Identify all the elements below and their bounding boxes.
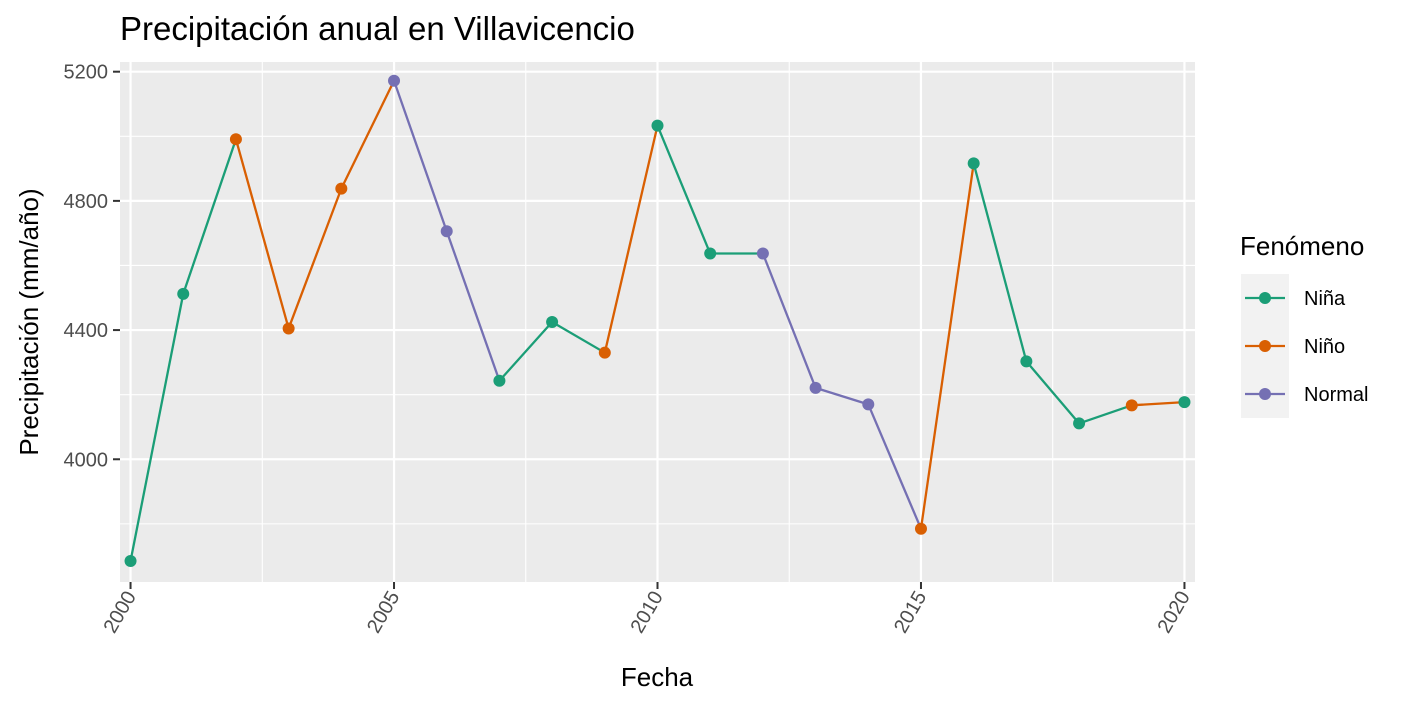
series-segment [1077,404,1133,425]
legend: Fenómeno Niña Niño Normal [1240,231,1368,418]
series-segment [445,230,501,382]
data-point [124,555,137,568]
series-segment [761,252,817,390]
legend-key-point [1259,340,1271,352]
x-tick-label: 2015 [890,588,931,638]
legend-key-point [1259,388,1271,400]
data-point [546,316,559,328]
series-segment [919,162,975,530]
grid [120,62,1195,582]
y-tick-label: 5200 [64,62,109,84]
x-tick-label: 2020 [1153,588,1194,638]
y-tick-label: 4400 [64,320,109,342]
series-segment [234,138,290,330]
series-segment [603,124,659,354]
data-point [1178,396,1191,409]
data-point [1125,399,1138,412]
data-point [335,182,348,195]
data-point [914,522,927,535]
data-point [493,374,506,387]
data-point [809,381,822,394]
series-segment [340,79,396,190]
x-tick-label: 2000 [100,588,141,638]
chart-title: Precipitación anual en Villavicencio [120,10,635,47]
data-point [229,133,242,146]
y-axis: 4000 4400 4800 5200 [64,62,120,471]
series-segment [1025,360,1081,425]
y-axis-title: Precipitación (mm/año) [14,188,44,455]
series-segment [287,187,343,330]
series-segment [129,292,185,563]
legend-key-point [1259,292,1271,304]
series-segment [656,124,712,255]
data-point [651,119,664,132]
legend-title: Fenómeno [1240,231,1364,261]
data-point [282,322,295,335]
series-segment [550,320,606,354]
y-tick-label: 4800 [64,191,109,213]
data-point [967,157,980,170]
series-segment [392,79,448,233]
series-segment [867,403,923,530]
data-points [124,74,1191,568]
data-point [756,247,769,260]
x-axis: 2000 2005 2010 2015 2020 [100,582,1195,637]
data-point [862,398,875,411]
data-point [704,247,717,260]
series-segment [182,138,238,296]
series-segment [1130,400,1186,407]
series-segment [972,162,1028,363]
x-tick-label: 2005 [363,588,404,638]
legend-label: Normal [1304,384,1368,406]
legend-label: Niño [1304,336,1345,358]
series-lines [129,79,1186,563]
data-point [1020,355,1033,368]
data-point [440,225,453,238]
data-point [177,287,190,300]
data-point [388,74,401,87]
legend-label: Niña [1304,288,1346,310]
x-tick-label: 2010 [627,588,668,638]
y-tick-label: 4000 [64,449,109,471]
data-point [1073,417,1086,430]
x-axis-title: Fecha [621,662,694,692]
data-point [598,346,611,359]
series-segment [498,320,554,382]
series-segment [814,386,870,406]
